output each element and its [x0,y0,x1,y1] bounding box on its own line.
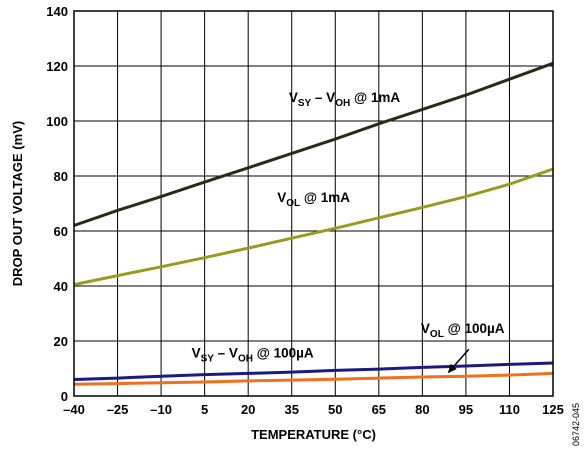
y-tick-label: 80 [54,169,68,184]
series-annotation-4: VOL @ 100µA [421,321,505,340]
series-annotation-3: VSY – VOH @ 100µA [192,346,314,365]
x-tick-label: 110 [499,402,520,417]
x-tick-label: 35 [284,402,298,417]
x-tick-label: 50 [328,402,342,417]
x-tick-label: –25 [107,402,129,417]
plot-border [73,10,554,397]
x-tick-label: 80 [415,402,429,417]
series-line-1 [73,61,554,227]
y-tick-label: 140 [46,4,68,19]
y-tick-label: 40 [54,279,68,294]
series-line-2 [73,167,554,287]
y-tick-label: 0 [61,389,68,404]
series-annotation-1: VSY – VOH @ 1mA [289,90,401,109]
plot-frame [73,10,554,397]
y-tick-label: 100 [46,114,68,129]
x-tick-label: 125 [542,402,564,417]
y-axis-title: DROP OUT VOLTAGE (mV) [10,121,25,286]
series-line-3 [73,361,554,381]
tick-labels: –40 –25 –10 5 20 35 50 65 80 95 110 125 0 20 40 60 80 100… [46,4,564,417]
y-tick-label: 60 [54,224,68,239]
series-line-4 [73,371,554,386]
annotations: VSY – VOH @ 1mA VOL @ 1mA VSY – VOH @ 100µ… [192,90,505,374]
series-annotation-2: VOL @ 1mA [277,190,350,209]
annotation-arrow [447,348,470,374]
y-tick-label: 120 [46,59,68,74]
x-tick-label: 20 [241,402,255,417]
x-axis-title: TEMPERATURE (°C) [251,427,376,442]
series-lines [73,61,554,386]
x-tick-label: 65 [372,402,386,417]
x-tick-label: –40 [63,402,85,417]
x-tick-label: 5 [201,402,208,417]
x-tick-label: –10 [150,402,172,417]
y-tick-label: 20 [54,334,68,349]
x-tick-label: 95 [459,402,473,417]
figure-id: 06742-045 [571,403,581,446]
